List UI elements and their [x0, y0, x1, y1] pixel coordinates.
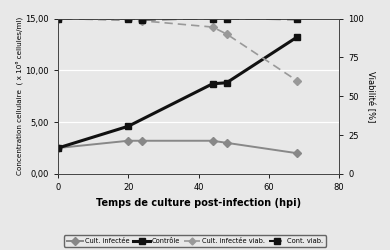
Legend: Cult. infectée, Contrôle, Cult. infectée viab., Cont. viab.: Cult. infectée, Contrôle, Cult. infectée…: [64, 235, 326, 247]
Y-axis label: Concentration cellulaire  ( x 10⁶ cellules/ml): Concentration cellulaire ( x 10⁶ cellule…: [15, 17, 23, 175]
X-axis label: Temps de culture post-infection (hpi): Temps de culture post-infection (hpi): [96, 198, 301, 207]
Y-axis label: Viabilité [%]: Viabilité [%]: [366, 70, 375, 122]
